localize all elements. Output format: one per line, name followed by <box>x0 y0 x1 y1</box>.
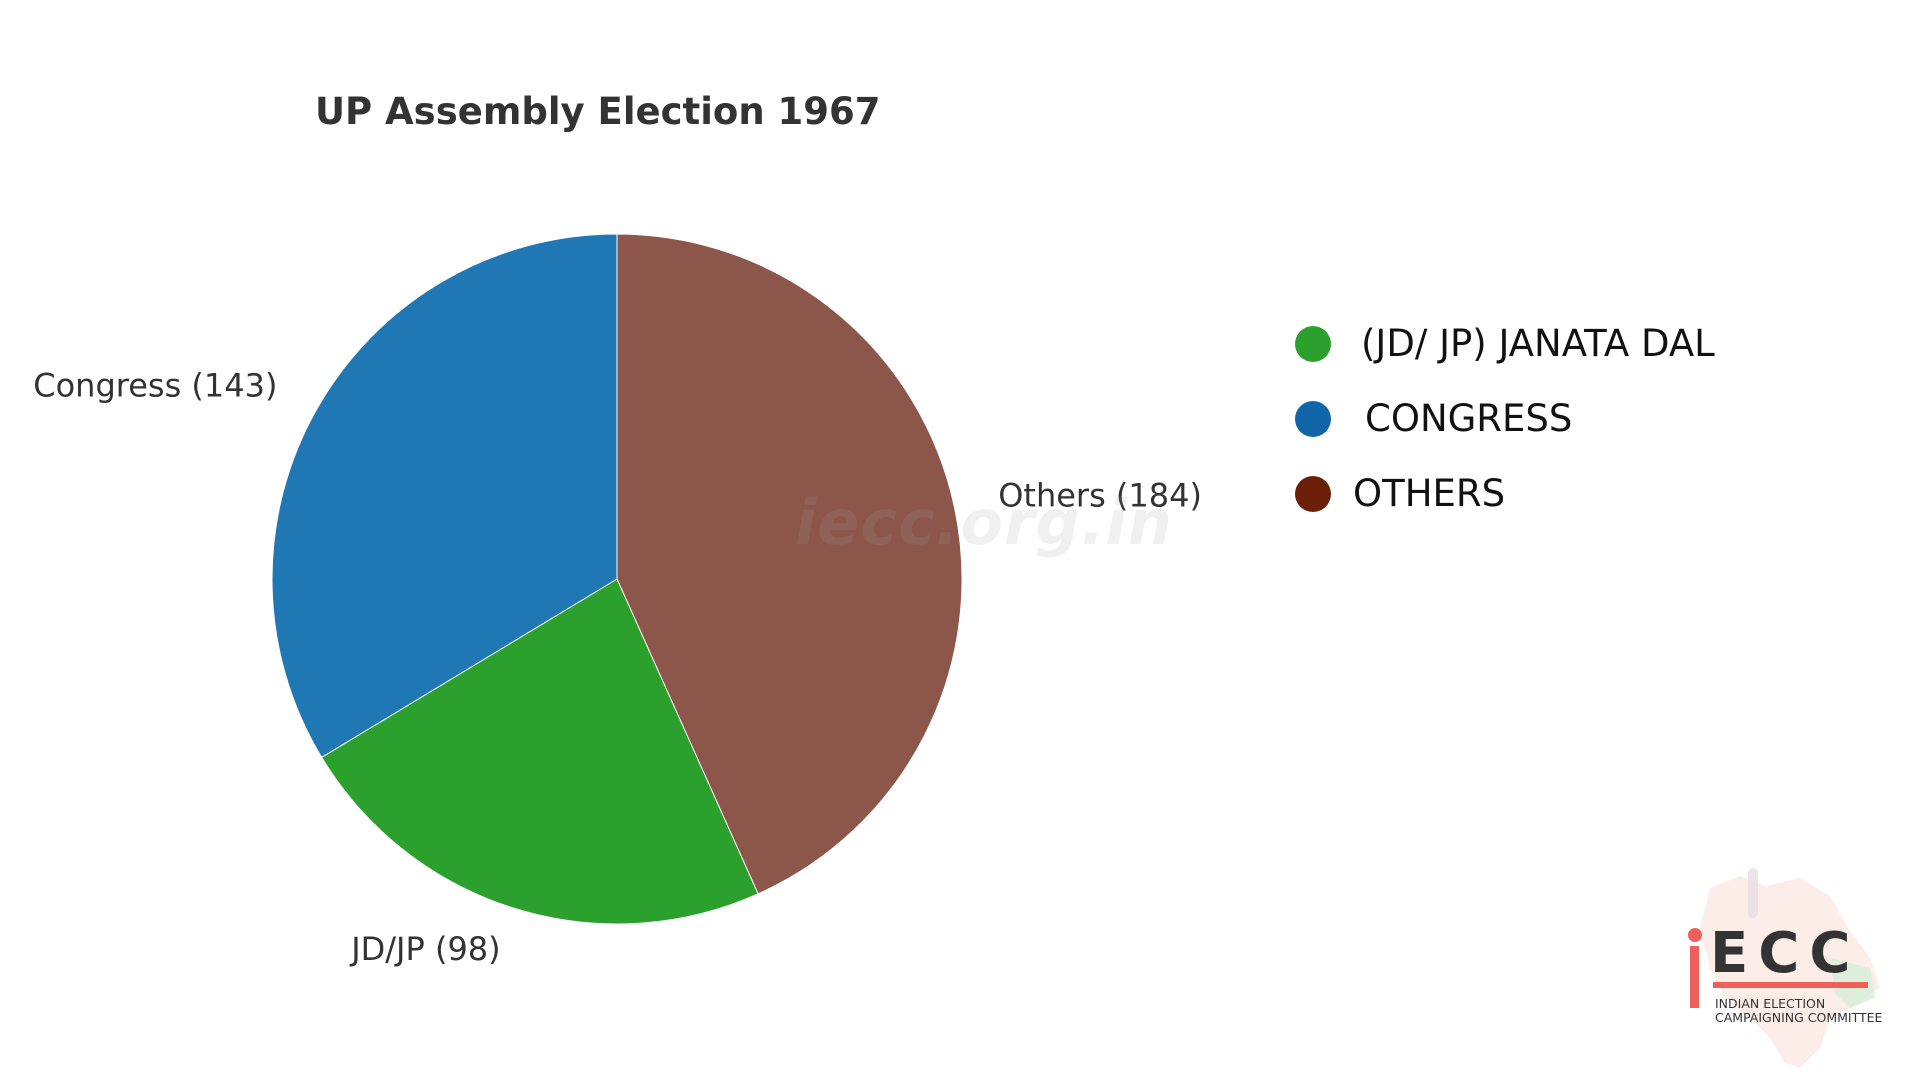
pie-slice-congress <box>271 233 618 759</box>
pie-slice-jdjp <box>320 578 759 925</box>
logo-line-2: CAMPAIGNING COMMITTEE <box>1715 1010 1883 1025</box>
watermark-text: iecc.org.in <box>795 486 1173 559</box>
legend-label: CONGRESS <box>1365 397 1573 440</box>
pie-slices <box>271 233 963 925</box>
pie-slice-labels: Others (184) JD/JP (98) Congress (143) <box>33 366 1202 968</box>
logo-line-1: INDIAN ELECTION <box>1715 996 1826 1011</box>
legend-marker-icon <box>1295 325 1331 362</box>
logo-underline <box>1713 982 1868 988</box>
chart-title: UP Assembly Election 1967 <box>315 90 881 133</box>
legend-label: (JD/ JP) JANATA DAL <box>1361 322 1715 365</box>
legend-marker-icon <box>1295 475 1331 512</box>
logo-i-dot <box>1688 928 1702 942</box>
slice-label: Others (184) <box>998 476 1202 514</box>
slice-label: JD/JP (98) <box>349 930 500 968</box>
legend-label: OTHERS <box>1353 472 1506 515</box>
slice-label: Congress (143) <box>33 366 277 404</box>
logo-i-stem <box>1690 946 1699 1008</box>
iecc-logo: ECC INDIAN ELECTION CAMPAIGNING COMMITTE… <box>1670 868 1900 1078</box>
logo-wordmark: ECC <box>1710 921 1861 986</box>
legend-marker-icon <box>1295 400 1331 437</box>
pie-slice-others <box>616 233 963 895</box>
